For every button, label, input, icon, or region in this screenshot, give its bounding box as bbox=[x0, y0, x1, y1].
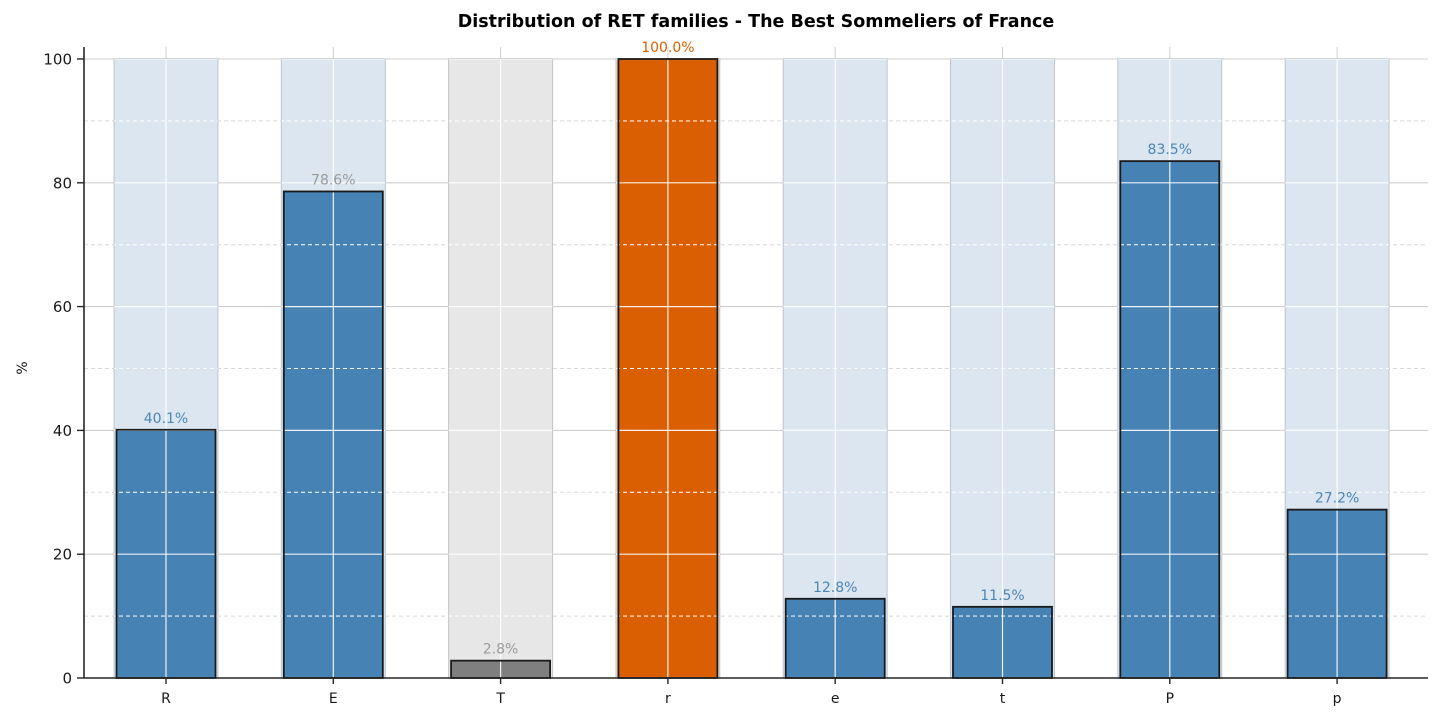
x-tick-label: T bbox=[495, 691, 505, 707]
x-tick-label: t bbox=[1000, 691, 1006, 707]
y-axis-label: % bbox=[15, 361, 31, 374]
x-tick-label: r bbox=[665, 691, 671, 707]
bar-value-label: 12.8% bbox=[813, 580, 857, 596]
x-tick-label: P bbox=[1166, 691, 1174, 707]
y-tick-label: 40 bbox=[53, 422, 72, 440]
x-tick-label: E bbox=[329, 691, 338, 707]
x-tick-label: R bbox=[161, 691, 171, 707]
bar-value-label: 78.6% bbox=[311, 172, 355, 188]
chart-title: Distribution of RET families - The Best … bbox=[458, 12, 1055, 32]
bar-value-label: 83.5% bbox=[1148, 142, 1192, 158]
x-tick-label: e bbox=[831, 691, 840, 707]
y-tick-label: 20 bbox=[53, 546, 72, 564]
bar-value-label: 40.1% bbox=[144, 411, 188, 427]
value-labels-layer: 40.1% 78.6% 2.8% 100.0% 12.8% 11.5% 83.5% 27.2% bbox=[144, 40, 1360, 658]
y-tick-label: 0 bbox=[62, 670, 72, 688]
bar-value-label: 2.8% bbox=[483, 642, 519, 658]
bar-value-label: 27.2% bbox=[1315, 491, 1359, 507]
y-tick-label: 60 bbox=[53, 298, 72, 316]
bar-value-label: 100.0% bbox=[641, 40, 694, 56]
x-tick-label: p bbox=[1333, 691, 1342, 707]
bar-value-label: 11.5% bbox=[980, 588, 1024, 604]
y-tick-label: 100 bbox=[43, 51, 72, 69]
y-tick-label: 80 bbox=[53, 174, 72, 192]
